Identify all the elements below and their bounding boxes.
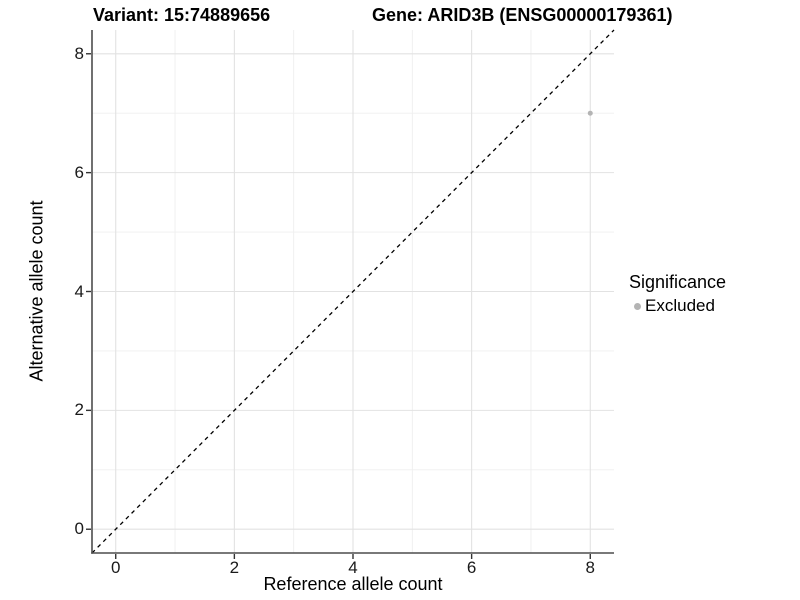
x-tick-label: 6: [466, 558, 477, 577]
y-tick-label: 0: [74, 519, 84, 539]
y-tick-label: 8: [74, 43, 84, 63]
x-tick-label: 0: [110, 558, 121, 577]
y-tick-label: 4: [74, 281, 84, 301]
legend: Significance Excluded: [629, 272, 726, 316]
x-tick-label: 2: [229, 558, 240, 577]
legend-key-dot-icon: [629, 298, 645, 315]
x-tick-label: 4: [348, 558, 358, 577]
identity-line: [91, 29, 615, 554]
y-tick-label: 6: [74, 162, 84, 182]
legend-item-excluded: Excluded: [629, 296, 726, 316]
legend-item-label: Excluded: [645, 296, 715, 315]
legend-title: Significance: [629, 272, 727, 292]
data-point: [587, 110, 593, 116]
y-tick-label: 2: [74, 400, 84, 420]
y-axis-label: Alternative allele count: [26, 200, 47, 382]
x-tick-label: 8: [585, 558, 595, 577]
x-axis-label: Reference allele count: [263, 574, 443, 594]
gene-title: Gene: ARID3B (ENSG00000179361): [372, 5, 673, 25]
variant-title: Variant: 15:74889656: [93, 5, 271, 25]
